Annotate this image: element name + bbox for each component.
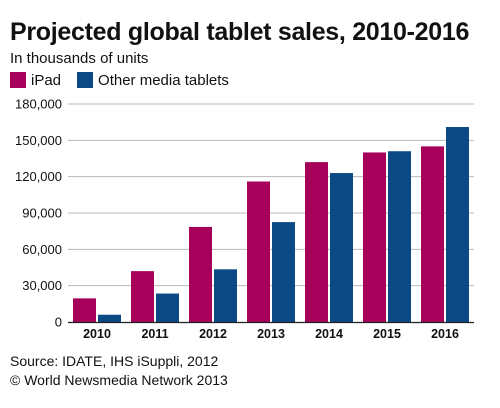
bar-ipad [131,271,154,322]
bar-ipad [305,162,328,322]
y-tick-label: 90,000 [22,206,62,221]
legend-item-ipad: iPad [10,72,61,89]
x-tick-label: 2014 [315,327,343,341]
bar-ipad [363,152,386,322]
bar-ipad [247,181,270,322]
legend-label-other: Other media tablets [98,71,229,89]
y-tick-label: 30,000 [22,278,62,293]
bar-other-tablets [98,314,121,322]
chart-subtitle: In thousands of units [10,50,149,67]
bar-ipad [189,226,212,322]
x-tick-label: 2011 [141,327,168,341]
y-tick-label: 60,000 [22,242,62,257]
legend-swatch-ipad [10,72,26,88]
bar-chart: 0 30,000 60,000 90,000 120,000 150,000 180,000… [15,97,474,341]
y-tick-label: 120,000 [15,169,62,184]
x-tick-label: 2016 [431,327,459,341]
legend: iPad Other media tablets [10,70,245,90]
y-tick-label: 0 [55,315,62,330]
bar-other-tablets [214,269,237,322]
legend-swatch-other [77,72,94,88]
x-tick-label: 2010 [83,327,111,341]
copyright-note: © World Newsmedia Network 2013 [10,372,228,388]
legend-label-ipad: iPad [31,71,62,89]
x-tick-label: 2012 [199,327,227,341]
bar-other-tablets [156,293,179,322]
x-tick-label: 2015 [373,327,401,341]
chart-title: Projected global tablet sales, 2010-2016 [10,18,470,46]
y-tick-label: 150,000 [15,133,62,148]
bar-other-tablets [446,127,469,322]
source-note: Source: IDATE, IHS iSuppli, 2012 [10,353,219,369]
bar-ipad [73,298,96,322]
bar-other-tablets [330,173,353,322]
bar-other-tablets [272,222,295,322]
y-tick-label: 180,000 [15,97,62,112]
x-tick-label: 2013 [257,327,285,341]
bar-other-tablets [388,151,411,322]
bar-ipad [421,146,444,322]
legend-item-other: Other media tablets [77,72,229,89]
